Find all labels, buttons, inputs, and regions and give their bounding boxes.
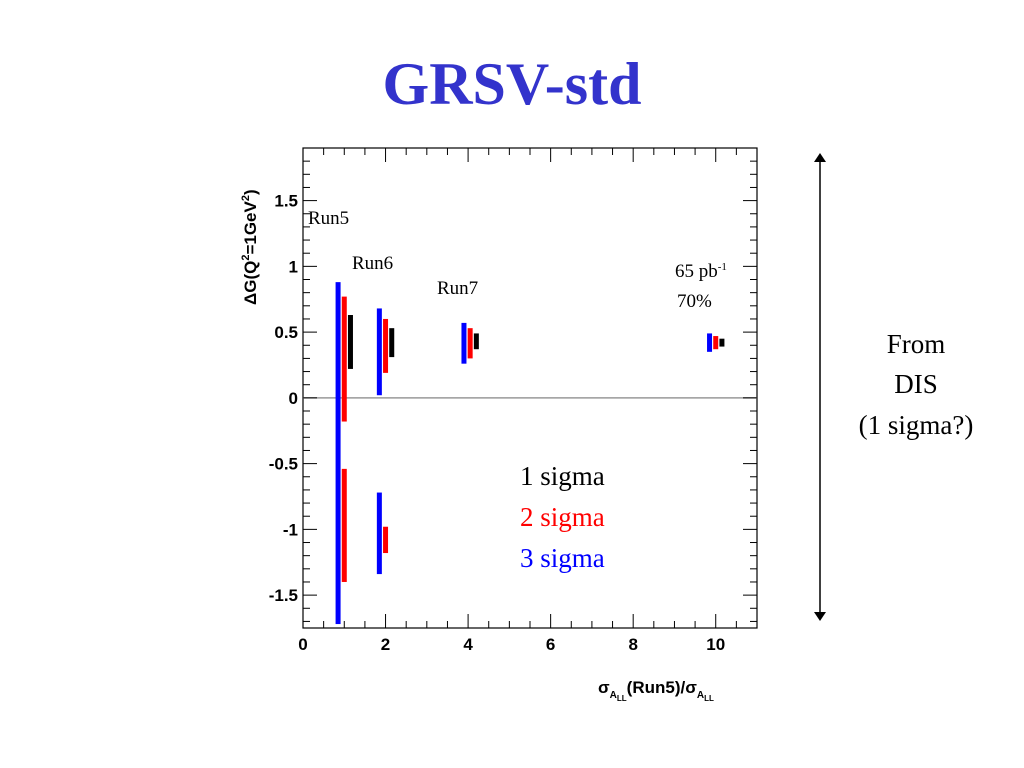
annotation-luminosity: 65 pb-1 (675, 261, 727, 282)
annotation-run6: Run6 (352, 253, 393, 274)
x-tick-label: 0 (298, 635, 307, 654)
interval-1-sigma-8 (389, 328, 395, 358)
annotation-efficiency: 70% (677, 291, 712, 312)
y-tick-label: 1.5 (274, 192, 298, 211)
interval-1-sigma-11 (473, 333, 479, 350)
dis-note-line-3: (1 sigma?) (859, 410, 974, 440)
interval-2-sigma-7 (383, 526, 389, 554)
dis-range: From DIS (1 sigma?) (814, 153, 973, 621)
dis-range-arrow-down (814, 612, 826, 621)
interval-3-sigma-4 (376, 308, 382, 396)
legend-3-sigma: 3 sigma (520, 543, 605, 573)
dis-note-line-1: From (887, 329, 946, 359)
y-tick-label: 0.5 (274, 323, 298, 342)
interval-2-sigma-6 (383, 318, 389, 373)
x-tick-label: 10 (706, 635, 725, 654)
y-tick-label: 0 (289, 389, 298, 408)
annotation-run7: Run7 (437, 278, 478, 299)
y-tick-label: -1 (283, 520, 298, 539)
error-bars (335, 282, 725, 625)
interval-2-sigma-13 (713, 336, 719, 350)
legend-2-sigma: 2 sigma (520, 502, 605, 532)
page-title: GRSV-std (382, 51, 642, 117)
interval-3-sigma-9 (461, 322, 467, 364)
x-axis-title: σALL(Run5)/σALL (598, 678, 714, 703)
x-tick-label: 6 (546, 635, 555, 654)
x-tick-label: 2 (381, 635, 390, 654)
y-tick-label: -0.5 (269, 455, 298, 474)
interval-3-sigma-0 (335, 282, 341, 625)
interval-2-sigma-1 (341, 296, 347, 422)
interval-1-sigma-14 (719, 338, 725, 347)
legend: 1 sigma 2 sigma 3 sigma (520, 461, 605, 573)
interval-1-sigma-3 (347, 315, 353, 369)
interval-2-sigma-10 (467, 328, 473, 359)
interval-3-sigma-5 (376, 492, 382, 575)
axis-labels: σALL(Run5)/σALL ΔG(Q2=1GeV2) (240, 189, 714, 703)
legend-1-sigma: 1 sigma (520, 461, 605, 491)
x-tick-label: 8 (628, 635, 637, 654)
interval-2-sigma-2 (341, 468, 347, 582)
run-annotations: Run5 Run6 Run7 65 pb-1 70% (308, 208, 727, 312)
annotation-run5: Run5 (308, 208, 349, 229)
dis-note-line-2: DIS (894, 369, 938, 399)
x-tick-label: 4 (463, 635, 473, 654)
y-tick-label: -1.5 (269, 586, 298, 605)
y-tick-label: 1 (289, 257, 298, 276)
axis-ticks: -1.5 -1 -0.5 0 0.5 1 1.5 0 2 4 6 8 10 (269, 148, 757, 654)
y-axis-title: ΔG(Q2=1GeV2) (240, 189, 260, 305)
dis-range-arrow-up (814, 153, 826, 162)
interval-3-sigma-12 (707, 333, 713, 352)
